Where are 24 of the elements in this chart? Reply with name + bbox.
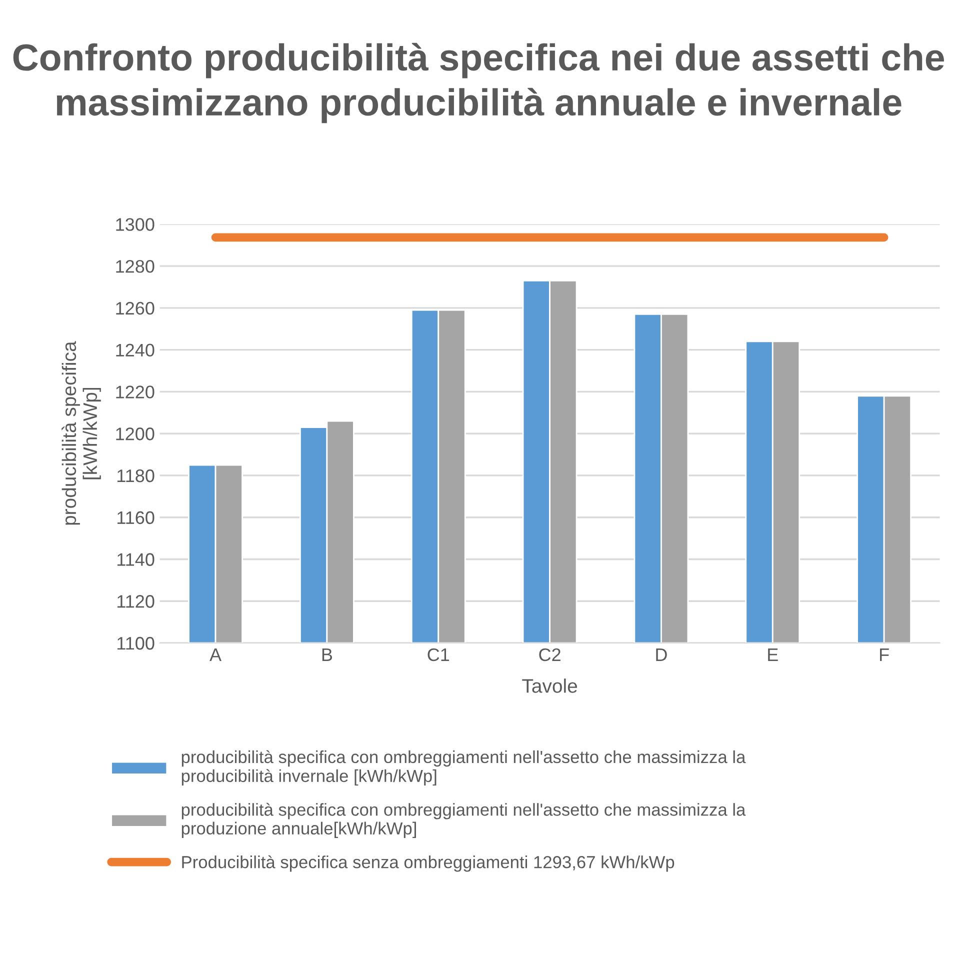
chart-title: Confronto producibilità specifica nei due assetti che massimizzano producibilità annuale e invernale bbox=[13, 42, 944, 124]
y-tick-label: 1260 bbox=[116, 302, 154, 315]
y-tick-label: 1300 bbox=[116, 218, 154, 231]
x-tick-label: C2 bbox=[539, 648, 560, 662]
y-tick-label: 1280 bbox=[116, 260, 154, 273]
y-axis-title: producibilità specifica [kWh/kWp] bbox=[62, 341, 101, 525]
y-tick-label: 1100 bbox=[118, 636, 154, 650]
x-axis-title: Tavole bbox=[522, 678, 578, 693]
x-tick-label: E bbox=[768, 648, 778, 661]
x-tick-label: B bbox=[322, 648, 332, 661]
x-tick-label: A bbox=[210, 648, 222, 661]
y-tick-label: 1220 bbox=[116, 386, 154, 398]
legend-label: Producibilità specifica senza ombreggiamenti 1293,67 kWh/kWp bbox=[182, 855, 674, 872]
y-tick-label: 1120 bbox=[118, 595, 154, 608]
legend-label: producibilità specifica con ombreggiamenti nell'assetto che massimizza la producibilità invernale [kWh/kWp] bbox=[182, 750, 746, 786]
y-tick-label: 1200 bbox=[116, 428, 154, 440]
y-tick-label: 1140 bbox=[118, 553, 154, 566]
legend-label: producibilità specifica con ombreggiamenti nell'assetto che massimizza la produzione annuale[kWh/kWp] bbox=[182, 802, 746, 838]
x-tick-label: F bbox=[880, 648, 889, 661]
y-tick-label: 1180 bbox=[118, 469, 154, 482]
y-tick-label: 1160 bbox=[118, 511, 154, 524]
x-tick-label: D bbox=[656, 648, 667, 661]
x-tick-label: C1 bbox=[428, 648, 450, 662]
y-tick-label: 1240 bbox=[116, 344, 154, 357]
